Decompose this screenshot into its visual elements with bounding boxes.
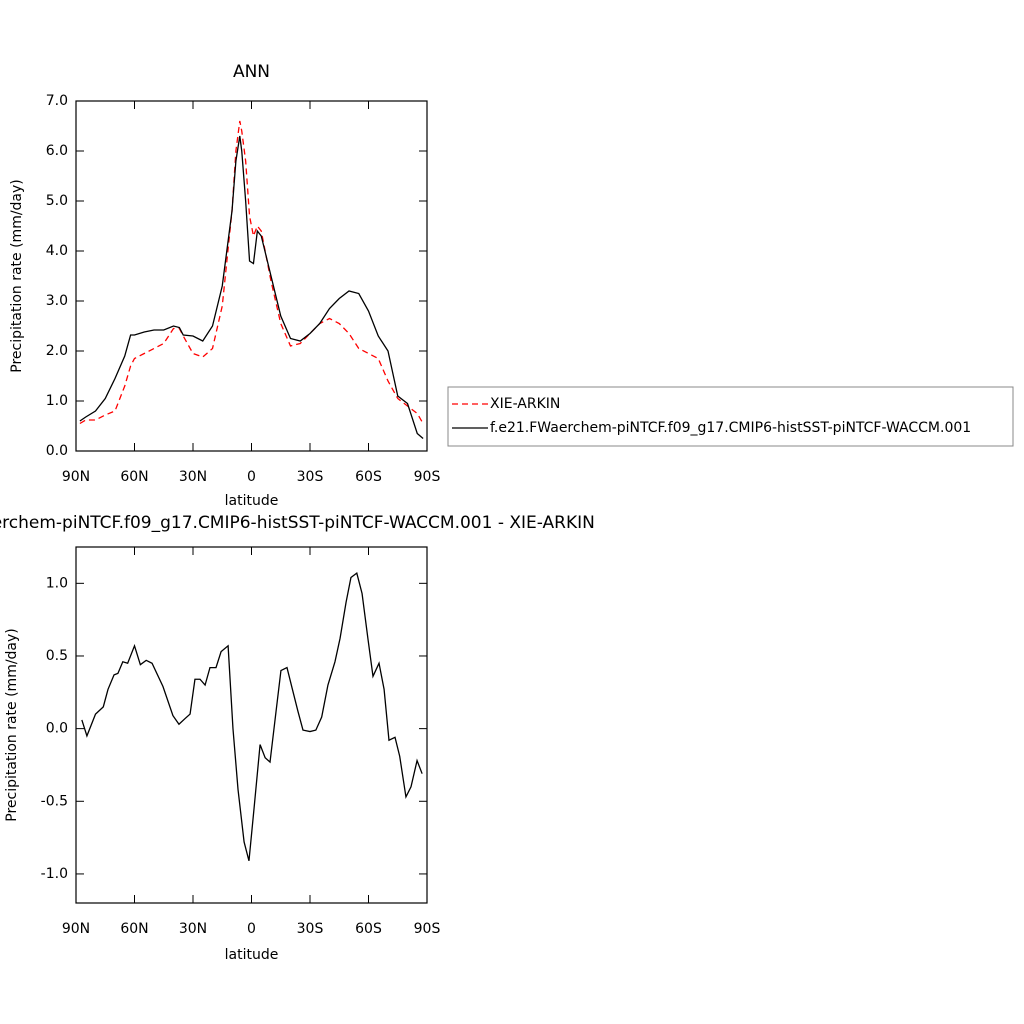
y-tick-label: 1.0	[46, 575, 68, 591]
y-axis-label: Precipitation rate (mm/day)	[9, 179, 25, 373]
chart-title: ANN	[233, 62, 270, 82]
x-tick-label: 60S	[355, 921, 382, 937]
series-line	[79, 135, 424, 439]
series-line	[81, 572, 423, 862]
y-tick-label: 6.0	[46, 143, 68, 159]
x-tick-label: 0	[247, 921, 256, 937]
x-tick-label: 60N	[120, 469, 148, 485]
y-tick-label: 1.0	[46, 393, 68, 409]
y-tick-label: 0.5	[46, 648, 68, 664]
x-tick-label: 60S	[355, 469, 382, 485]
x-tick-label: 30N	[179, 469, 207, 485]
y-tick-label: 0.0	[46, 443, 68, 459]
x-tick-label: 30S	[297, 921, 324, 937]
legend-label: f.e21.FWaerchem-piNTCF.f09_g17.CMIP6-his…	[490, 420, 971, 436]
plot-frame	[75, 100, 428, 452]
y-tick-label: -0.5	[41, 793, 68, 809]
y-tick-label: 4.0	[46, 243, 68, 259]
x-tick-label: 90N	[62, 469, 90, 485]
legend-label: XIE-ARKIN	[490, 396, 560, 412]
x-tick-label: 90S	[414, 469, 441, 485]
y-axis-label: Precipitation rate (mm/day)	[4, 628, 20, 822]
y-tick-label: 3.0	[46, 293, 68, 309]
x-tick-label: 60N	[120, 921, 148, 937]
series-line	[79, 120, 424, 425]
x-axis-label: latitude	[225, 493, 279, 509]
y-tick-label: 2.0	[46, 343, 68, 359]
plot-frame	[75, 546, 428, 904]
chart-title: f.e21.FWaerchem-piNTCF.f09_g17.CMIP6-his…	[0, 513, 595, 533]
x-tick-label: 90S	[414, 921, 441, 937]
legend-box	[447, 386, 1014, 447]
x-tick-label: 30N	[179, 921, 207, 937]
y-tick-label: 5.0	[46, 193, 68, 209]
x-tick-label: 90N	[62, 921, 90, 937]
x-axis-label: latitude	[225, 947, 279, 963]
x-tick-label: 30S	[297, 469, 324, 485]
y-tick-label: 0.0	[46, 721, 68, 737]
y-tick-label: -1.0	[41, 866, 68, 882]
x-tick-label: 0	[247, 469, 256, 485]
y-tick-label: 7.0	[46, 93, 68, 109]
